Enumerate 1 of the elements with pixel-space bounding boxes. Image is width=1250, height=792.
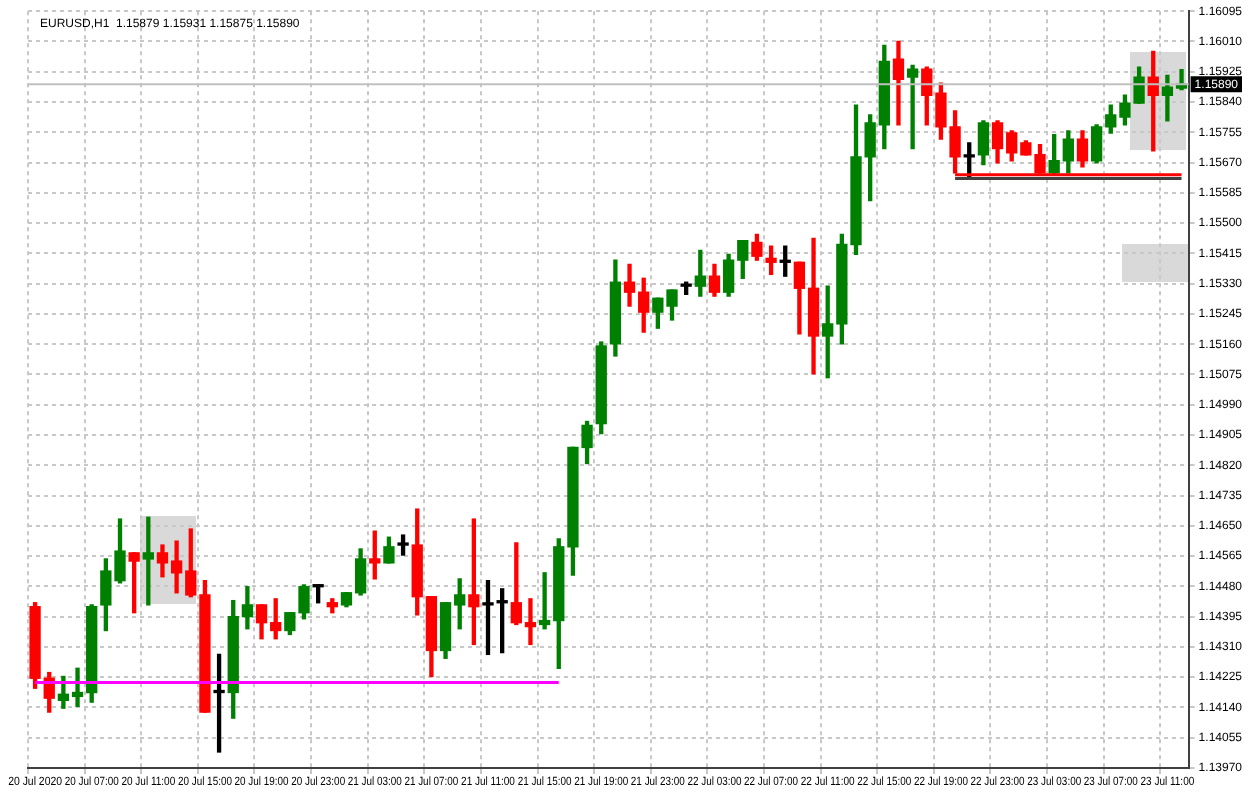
candlestick xyxy=(906,64,919,150)
